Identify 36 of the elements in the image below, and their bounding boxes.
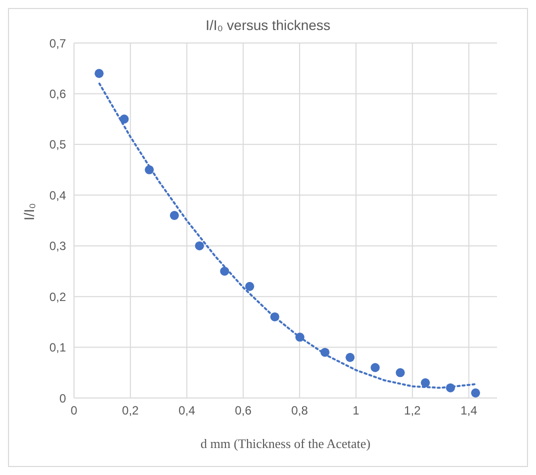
point (370, 363, 380, 372)
y-tick-label: 0,6 (49, 86, 66, 101)
point (320, 348, 330, 357)
y-tick-label: 0,2 (49, 290, 66, 304)
point (471, 388, 480, 398)
x-axis-title: d mm (Thickness of the Acetate) (200, 436, 371, 451)
point (270, 312, 280, 322)
x-tick-label: 0,4 (178, 404, 196, 418)
y-tick-label: 0,7 (49, 36, 66, 50)
y-axis-title: I/I₀ (20, 202, 37, 220)
point (295, 332, 304, 342)
x-tick-label: 1 (352, 404, 360, 418)
y-tick-label: 0,4 (49, 188, 66, 202)
x-tick-label: 1,2 (404, 404, 422, 418)
point (420, 378, 430, 388)
point (120, 114, 129, 124)
point (94, 68, 104, 78)
point (220, 266, 230, 276)
x-tick-label: 0,2 (122, 404, 140, 418)
y-tick-label: 0,3 (49, 239, 66, 254)
point (346, 352, 355, 362)
point (446, 383, 455, 392)
x-tick-label: 0 (70, 404, 78, 418)
point (144, 165, 154, 174)
y-tick-label: 0,5 (49, 138, 66, 152)
point (194, 241, 204, 250)
point (170, 210, 179, 220)
x-tick-label: 0,6 (234, 404, 252, 418)
point (245, 282, 254, 291)
y-tick-label: 0,1 (49, 340, 66, 355)
point (396, 368, 405, 378)
x-tick-label: 1,4 (460, 404, 478, 418)
chart-title: I/I₀ versus thickness (204, 17, 332, 33)
y-tick-label: 0 (59, 391, 66, 406)
line-series (98, 82, 476, 389)
x-tick-label: 0,8 (291, 404, 308, 418)
